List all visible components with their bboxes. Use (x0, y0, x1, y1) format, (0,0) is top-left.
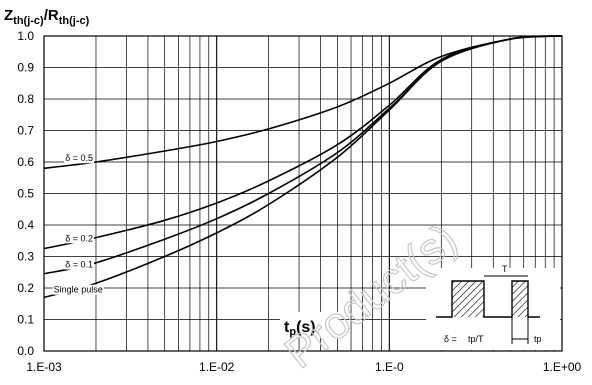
inset-tp-label: tp (534, 334, 542, 344)
y-tick-label: 0.6 (17, 155, 34, 169)
x-tick-label: 1.E-03 (26, 360, 62, 374)
duty-cycle-inset: T δ = tp/T tp (426, 264, 560, 350)
inset-delta-label: δ = (444, 334, 457, 344)
x-axis-label: tp(s) (280, 312, 338, 338)
inset-hatch-left (452, 281, 484, 317)
inset-t-label: T (502, 264, 508, 274)
y-tick-labels: 0.0 0.1 0.2 0.3 0.4 0.5 0.6 0.7 0.8 0.9 1.0 (17, 29, 34, 358)
plot-frame (43, 35, 563, 352)
x-tick-label: 1.E+00 (543, 360, 582, 374)
series-line (43, 35, 563, 275)
xlabel-t: t (284, 319, 290, 336)
x-axis-label-box (280, 312, 338, 338)
series-line (43, 35, 563, 299)
series-label: Single pulse (54, 285, 103, 295)
title-r-sub: th(j-c) (59, 15, 90, 27)
inset-pulse-wave (436, 280, 540, 318)
series-label: δ = 0.5 (65, 153, 93, 163)
series-label: δ = 0.2 (65, 233, 93, 243)
title-z-sub: th(j-c) (13, 15, 44, 27)
inset-delta-value: tp/T (468, 334, 484, 344)
xlabel-unit: (s) (296, 319, 316, 336)
series-label-bg (64, 153, 95, 164)
series-line (43, 35, 563, 170)
y-tick-label: 0.3 (17, 250, 34, 264)
y-tick-label: 0.8 (17, 92, 34, 106)
y-tick-label: 0.0 (17, 344, 34, 358)
y-tick-label: 0.9 (17, 61, 34, 75)
chart-title: Zth(j-c)/Rth(j-c) (4, 7, 90, 27)
title-z: Z (4, 7, 13, 24)
y-tick-label: 0.4 (17, 218, 34, 232)
y-tick-label: 0.2 (17, 281, 34, 295)
curves (43, 35, 563, 299)
x-tick-label: 1.E-02 (199, 360, 235, 374)
series-label-bg (64, 233, 95, 244)
y-tick-label: 1.0 (17, 29, 34, 43)
series-labels: δ = 0.5 δ = 0.2 δ = 0.1 Single pulse (52, 153, 104, 295)
y-tick-label: 0.7 (17, 124, 34, 138)
title-r: R (48, 7, 59, 24)
y-tick-label: 0.1 (17, 313, 34, 327)
series-label: δ = 0.1 (65, 259, 93, 269)
x-tick-label: 1.E-0 (375, 360, 404, 374)
x-axis-label-text: tp(s) (284, 319, 316, 338)
y-tick-label: 0.5 (17, 187, 34, 201)
series-label-bg (52, 284, 104, 295)
xlabel-sub: p (289, 326, 296, 338)
inset-hatch-right (512, 281, 528, 317)
x-tick-labels: 1.E-03 1.E-02 1.E-0 1.E+00 (26, 360, 581, 374)
title-slash: / (44, 7, 49, 24)
series-label-bg (64, 259, 95, 270)
inset-background (426, 268, 560, 350)
